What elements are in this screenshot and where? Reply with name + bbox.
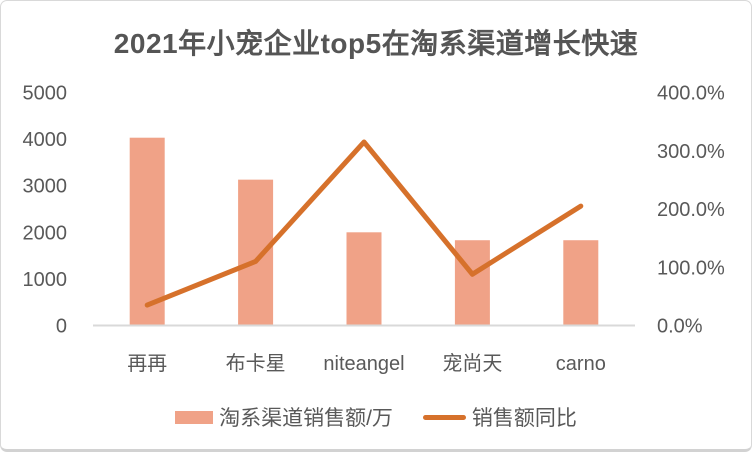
left-axis-tick-0: 0 bbox=[56, 316, 67, 338]
category-label-1: 布卡星 bbox=[226, 352, 286, 375]
left-axis-tick-5: 5000 bbox=[23, 83, 68, 105]
right-axis-tick-2: 200.0% bbox=[657, 199, 725, 221]
bar-4 bbox=[563, 240, 599, 326]
category-label-4: carno bbox=[556, 353, 606, 375]
right-axis-tick-1: 100.0% bbox=[657, 257, 725, 279]
bar-0 bbox=[129, 137, 165, 326]
right-axis-tick-0: 0.0% bbox=[657, 316, 703, 338]
bar-2 bbox=[346, 232, 382, 326]
category-label-3: 宠尚天 bbox=[442, 352, 502, 375]
line-series bbox=[144, 139, 584, 308]
bar-3 bbox=[454, 240, 490, 326]
chart-title: 2021年小宠企业top5在淘系渠道增长快速 bbox=[113, 28, 639, 59]
line-series-swatch-icon bbox=[422, 414, 466, 420]
left-axis-tick-4: 4000 bbox=[23, 129, 68, 151]
left-axis-tick-2: 2000 bbox=[23, 222, 68, 244]
bar-1 bbox=[238, 179, 274, 326]
category-label-0: 再再 bbox=[127, 353, 167, 375]
legend-item-bar-series: 淘系渠道销售额/万 bbox=[175, 402, 393, 432]
legend-item-line-series: 销售额同比 bbox=[422, 402, 577, 432]
bar-series-swatch-icon bbox=[175, 410, 214, 424]
right-axis-tick-3: 300.0% bbox=[657, 141, 725, 163]
right-axis-tick-4: 400.0% bbox=[657, 83, 725, 105]
legend-bar-label: 淘系渠道销售额/万 bbox=[219, 407, 393, 430]
legend-line-label: 销售额同比 bbox=[471, 407, 577, 430]
left-axis-tick-3: 3000 bbox=[23, 176, 68, 198]
left-axis-tick-1: 1000 bbox=[23, 269, 68, 291]
chart-legend: 淘系渠道销售额/万 销售额同比 bbox=[1, 402, 751, 432]
category-label-2: niteangel bbox=[323, 353, 404, 375]
